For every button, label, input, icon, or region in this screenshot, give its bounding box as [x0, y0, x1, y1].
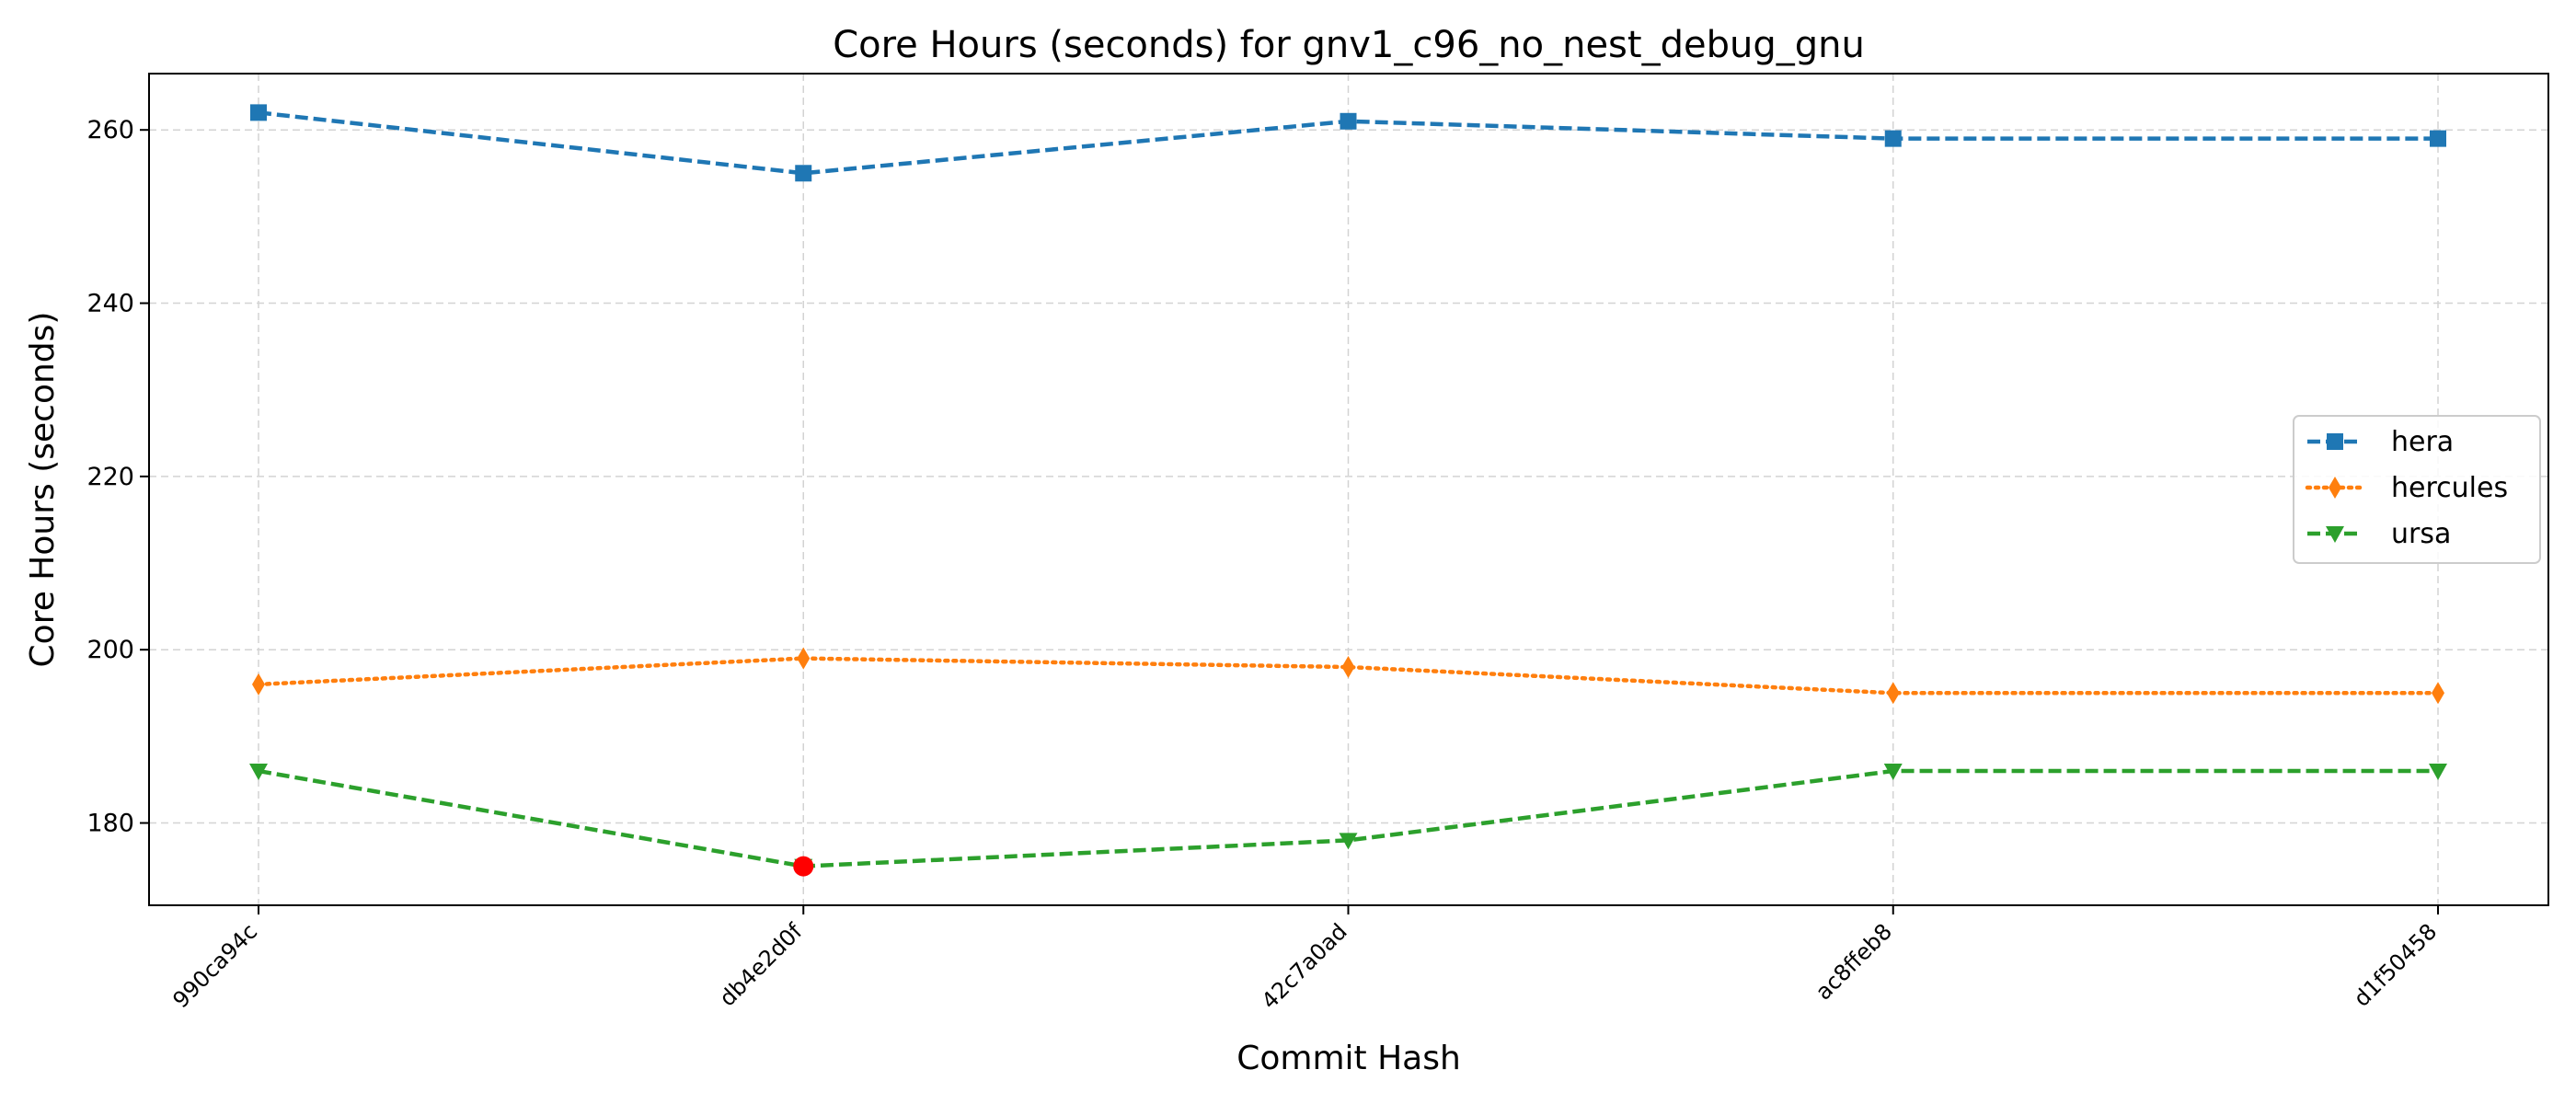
data-point-ursa: [249, 764, 268, 781]
data-point-ursa: [2429, 764, 2447, 781]
data-point-ursa: [1883, 764, 1903, 781]
legend-entry-hera: hera: [2307, 426, 2454, 458]
data-point-hercules: [797, 647, 811, 670]
data-point-hera: [795, 165, 812, 182]
legend-entry-ursa: ursa: [2307, 518, 2451, 550]
legend-marker: [2329, 477, 2341, 499]
x-tick-label: db4e2d0f: [715, 918, 808, 1011]
legend-frame: [2293, 415, 2541, 564]
x-tick-label: d1f50458: [2349, 918, 2442, 1011]
data-point-hercules: [1341, 656, 1355, 679]
y-tick-label: 180: [86, 810, 134, 838]
series-line-hercules: [256, 656, 2441, 696]
y-axis-label: Core Hours (seconds): [24, 312, 62, 668]
highlighted-points: [793, 856, 814, 877]
y-tick-label: 220: [86, 463, 134, 491]
legend-marker: [2326, 526, 2344, 543]
y-tick-label: 240: [86, 290, 134, 318]
y-tick-label: 260: [86, 116, 134, 144]
y-axis-ticks: 180 200 220 240 260: [86, 116, 149, 838]
data-point-hercules: [2432, 682, 2444, 705]
data-point-ursa: [1339, 833, 1358, 850]
legend: hera hercules ursa: [2293, 415, 2541, 564]
legend-marker: [2327, 433, 2343, 450]
legend-entry-hercules: hercules: [2305, 472, 2508, 504]
legend-label: ursa: [2391, 518, 2451, 550]
legend-entries: hera hercules ursa: [2305, 426, 2508, 550]
x-tick-label: ac8ffeb8: [1811, 918, 1897, 1005]
series-line-ursa: [258, 768, 2438, 868]
legend-label: hera: [2391, 426, 2454, 458]
data-point-hercules: [252, 673, 265, 696]
legend-label: hercules: [2391, 472, 2508, 504]
x-tick-label: 42c7a0ad: [1257, 918, 1352, 1014]
x-tick-label: 990ca94c: [167, 918, 262, 1013]
data-point-hera: [250, 104, 267, 121]
y-tick-label: 200: [86, 636, 134, 664]
highlighted-point: [793, 856, 814, 877]
data-point-hera: [1884, 130, 1902, 147]
data-point-hera: [1340, 112, 1357, 130]
data-point-hera: [2430, 130, 2446, 147]
chart-title: Core Hours (seconds) for gnv1_c96_no_nes…: [833, 24, 1865, 66]
x-axis-ticks: 990ca94c db4e2d0f 42c7a0ad ac8ffeb8 d1f50458: [167, 905, 2442, 1014]
data-point-hercules: [1886, 682, 1900, 705]
series-hercules: [252, 647, 2444, 705]
grid: [149, 74, 2548, 905]
series-hera: [250, 104, 2446, 182]
x-axis-label: Commit Hash: [1236, 1040, 1461, 1077]
